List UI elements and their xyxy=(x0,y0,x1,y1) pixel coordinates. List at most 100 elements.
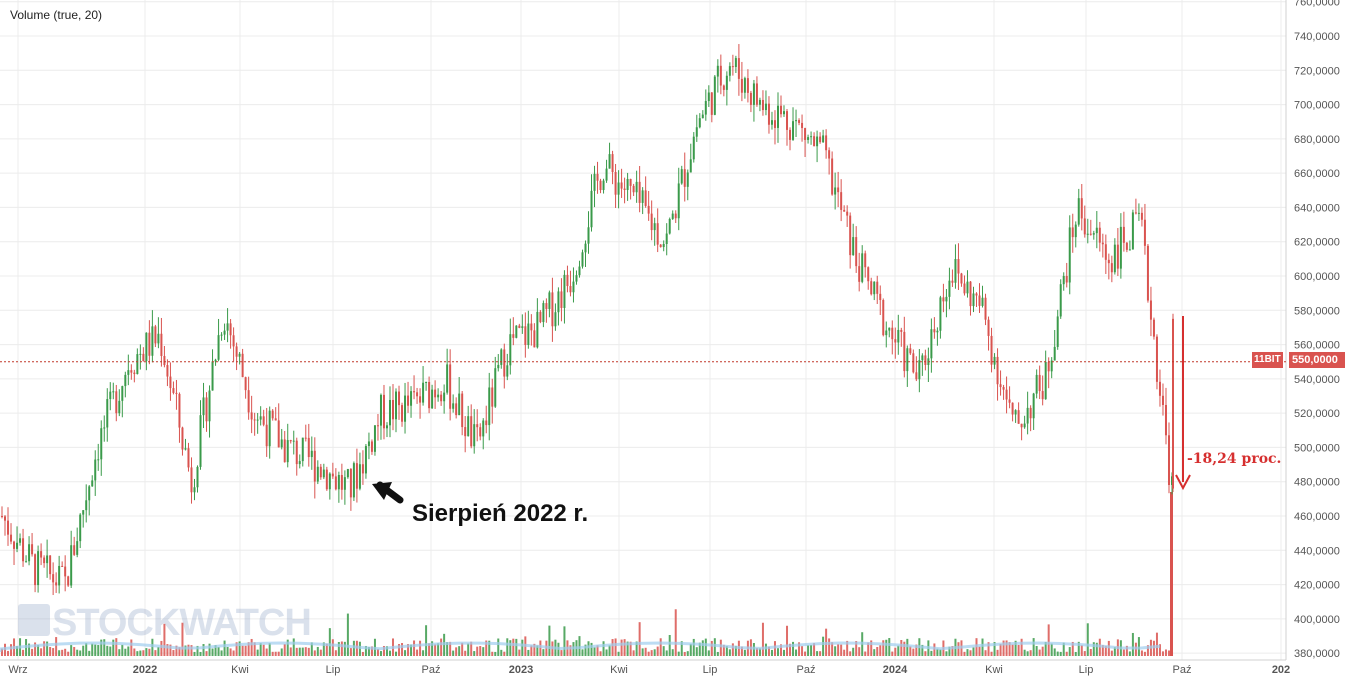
volume-bar xyxy=(479,646,482,656)
candle-body xyxy=(398,391,401,406)
volume-bar xyxy=(939,649,942,656)
volume-bar xyxy=(731,643,734,656)
candle-body xyxy=(852,237,855,256)
volume-bar xyxy=(870,640,873,656)
x-tick-label: Paź xyxy=(422,664,441,676)
candle-body xyxy=(638,181,641,203)
volume-bar xyxy=(876,646,879,656)
candle-body xyxy=(876,281,879,294)
candle-body xyxy=(650,213,653,231)
candle-body xyxy=(984,297,987,320)
candle-body xyxy=(148,332,151,356)
volume-bar xyxy=(1107,640,1110,656)
candle-body xyxy=(722,85,725,90)
volume-bar xyxy=(1164,649,1167,656)
current-price-badge: 550,0000 xyxy=(1289,352,1345,368)
volume-bar xyxy=(205,651,208,656)
candle-body xyxy=(545,303,548,309)
candle-body xyxy=(882,300,885,336)
y-tick-label: 460,0000 xyxy=(1294,511,1340,523)
candle-body xyxy=(1077,198,1080,225)
candle-body xyxy=(858,266,861,282)
candle-body xyxy=(776,105,779,128)
volume-bar xyxy=(1044,641,1047,656)
volume-bar xyxy=(503,651,506,656)
volume-bar xyxy=(840,644,843,656)
candle-body xyxy=(503,349,506,377)
candle-body xyxy=(1047,362,1050,372)
volume-bar xyxy=(903,641,906,656)
volume-bar xyxy=(328,628,331,656)
volume-bar xyxy=(118,649,121,656)
volume-bar xyxy=(298,647,301,656)
candle-body xyxy=(755,83,758,105)
volume-bar xyxy=(1080,645,1083,656)
candle-body xyxy=(590,190,593,228)
volume-bar xyxy=(701,640,704,656)
candle-body xyxy=(133,372,136,375)
volume-bar xyxy=(160,640,163,656)
candle-body xyxy=(1056,316,1059,347)
volume-bar xyxy=(506,638,509,656)
candle-body xyxy=(560,291,563,308)
volume-bar xyxy=(776,648,779,656)
volume-bar xyxy=(858,647,861,656)
candle-body xyxy=(518,325,521,328)
candle-body xyxy=(1020,423,1023,428)
volume-bar xyxy=(485,640,488,656)
candle-body xyxy=(13,541,16,549)
volume-bar xyxy=(1038,649,1041,656)
volume-bar xyxy=(536,645,539,656)
volume-bar xyxy=(515,638,518,656)
candle-body xyxy=(367,441,370,447)
candle-body xyxy=(521,326,524,328)
candle-body xyxy=(870,281,873,295)
candle-body xyxy=(196,466,199,488)
volume-bar xyxy=(385,646,388,656)
volume-bar xyxy=(1131,632,1134,656)
candle-body xyxy=(1164,404,1167,436)
candle-body xyxy=(680,169,683,184)
y-tick-label: 420,0000 xyxy=(1294,580,1340,592)
volume-bar xyxy=(1050,643,1053,656)
volume-bar xyxy=(849,651,852,656)
volume-bar xyxy=(452,650,455,656)
volume-bar xyxy=(340,641,343,656)
candle-body xyxy=(458,393,461,416)
volume-bar xyxy=(1095,642,1098,656)
candle-body xyxy=(452,403,455,409)
volume-bar xyxy=(10,644,13,656)
candle-body xyxy=(539,311,542,323)
candle-body xyxy=(891,327,894,340)
candle-body xyxy=(599,180,602,191)
candle-body xyxy=(268,410,271,447)
x-tick-label: 2023 xyxy=(509,664,533,676)
candle-body xyxy=(861,253,864,282)
candle-body xyxy=(220,334,223,336)
volume-bar xyxy=(659,638,662,656)
volume-bar xyxy=(963,651,966,656)
x-tick-label: Kwi xyxy=(610,664,628,676)
candle-body xyxy=(641,190,644,203)
volume-bar xyxy=(758,648,761,656)
candle-body xyxy=(635,181,638,193)
candle-body xyxy=(97,459,100,461)
y-tick-label: 560,0000 xyxy=(1294,340,1340,352)
candle-body xyxy=(903,331,906,372)
candle-body xyxy=(608,154,611,169)
volume-bar xyxy=(175,645,178,656)
candle-body xyxy=(1026,407,1029,424)
candle-body xyxy=(632,185,635,193)
candle-body xyxy=(395,391,398,420)
volume-bar xyxy=(584,644,587,656)
candle-body xyxy=(67,576,70,586)
volume-bar xyxy=(292,638,295,656)
volume-bar xyxy=(951,646,954,656)
volume-bar xyxy=(990,651,993,656)
candle-body xyxy=(942,297,945,302)
volume-bar xyxy=(410,644,413,656)
candle-body xyxy=(930,329,933,359)
candle-body xyxy=(115,391,118,414)
candle-body xyxy=(223,330,226,335)
volume-bar xyxy=(67,651,70,656)
